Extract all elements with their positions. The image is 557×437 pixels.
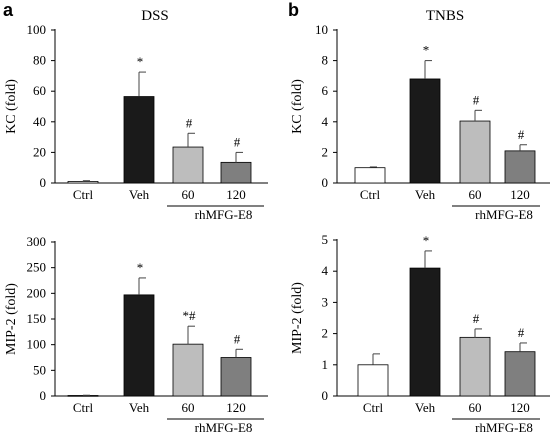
x-tick-label: 60 [469, 187, 482, 202]
chart-tnbs-mip2: 0 1 2 3 4 5 MIP-2 (fold) Ctrl * Veh #60 #120 rhMFG-E… [290, 232, 550, 435]
y-tick-label: 100 [27, 22, 47, 37]
bar-Ctrl [357, 364, 389, 397]
chart-tnbs-kc: TNBS 0 2 4 6 8 10 KC (fold) Ctrl * Veh #60 #120 rhMFG… [290, 8, 550, 222]
group-label: rhMFG-E8 [475, 420, 533, 435]
group-label: rhMFG-E8 [195, 207, 253, 222]
bar-Veh [409, 267, 441, 397]
y-tick-label: 20 [33, 144, 46, 159]
significance-mark: # [518, 127, 525, 142]
x-tick-label: Ctrl [73, 400, 94, 415]
y-tick-label: 5 [322, 232, 329, 247]
x-tick-label: Veh [415, 400, 436, 415]
y-tick-label: 250 [27, 260, 47, 275]
y-axis-label: MIP-2 (fold) [290, 282, 305, 354]
bar-120 [220, 357, 252, 397]
x-tick-label: 120 [226, 187, 246, 202]
bar-120 [504, 351, 536, 397]
significance-mark: *# [183, 308, 197, 323]
y-tick-label: 10 [315, 22, 328, 37]
y-axis-label: MIP-2 (fold) [4, 283, 19, 355]
y-tick-label: 0 [322, 388, 329, 403]
bar-120 [220, 161, 252, 184]
y-tick-label: 40 [33, 114, 46, 129]
y-tick-label: 200 [27, 285, 47, 300]
y-tick-label: 4 [322, 114, 329, 129]
group-label: rhMFG-E8 [195, 420, 253, 435]
x-tick-label: Veh [129, 187, 150, 202]
y-tick-label: 1 [322, 357, 329, 372]
y-tick-label: 60 [33, 83, 46, 98]
y-tick-label: 80 [33, 53, 46, 68]
y-tick-label: 0 [40, 388, 47, 403]
bar-120 [504, 150, 536, 184]
bar-Veh [123, 96, 155, 184]
bar-60 [172, 343, 204, 397]
chart-dss-kc: DSS 0 20 40 60 80 100 KC (fold) Ctrl * Veh #60 #120 r… [4, 8, 268, 222]
significance-mark: # [186, 115, 193, 130]
significance-mark: # [473, 92, 480, 107]
group-label: rhMFG-E8 [475, 207, 533, 222]
x-tick-label: Ctrl [360, 187, 381, 202]
significance-mark: # [234, 134, 241, 149]
x-tick-label: 120 [226, 400, 246, 415]
y-tick-label: 0 [40, 175, 47, 190]
bar-60 [172, 146, 204, 184]
chart-title: TNBS [426, 8, 464, 24]
chart-title: DSS [141, 8, 169, 24]
panel-letter-a: a [3, 0, 14, 20]
y-tick-label: 0 [322, 175, 329, 190]
x-tick-label: Ctrl [73, 187, 94, 202]
significance-mark: * [423, 233, 430, 248]
y-tick-label: 100 [27, 337, 47, 352]
x-tick-label: 120 [510, 187, 530, 202]
x-tick-label: 120 [510, 400, 530, 415]
y-tick-label: 50 [33, 362, 46, 377]
y-tick-label: 150 [27, 311, 47, 326]
y-tick-label: 3 [322, 294, 329, 309]
significance-mark: # [234, 331, 241, 346]
y-axis-label: KC (fold) [4, 79, 19, 134]
y-tick-label: 4 [322, 263, 329, 278]
bar-Ctrl [354, 167, 386, 184]
significance-mark: * [137, 260, 144, 275]
chart-dss-mip2: 0 50 100 150 200 250 300 MIP-2 (fold) Ctrl * Veh *#… [4, 234, 268, 435]
y-tick-label: 8 [322, 53, 329, 68]
bar-60 [459, 336, 491, 397]
x-tick-label: Veh [415, 187, 436, 202]
y-axis-label: KC (fold) [290, 79, 305, 134]
bar-Veh [123, 294, 155, 397]
y-tick-label: 2 [322, 144, 329, 159]
y-tick-label: 2 [322, 326, 329, 341]
y-tick-label: 300 [27, 234, 47, 249]
significance-mark: * [137, 54, 144, 69]
x-tick-label: 60 [182, 187, 195, 202]
panel-letter-b: b [288, 0, 299, 20]
bar-60 [459, 120, 491, 184]
significance-mark: # [518, 325, 525, 340]
bar-Veh [409, 78, 441, 184]
x-tick-label: Ctrl [363, 400, 384, 415]
y-tick-label: 6 [322, 83, 329, 98]
significance-mark: # [473, 311, 480, 326]
x-tick-label: 60 [182, 400, 195, 415]
x-tick-label: Veh [129, 400, 150, 415]
significance-mark: * [423, 43, 430, 58]
x-tick-label: 60 [469, 400, 482, 415]
bar-Ctrl [67, 181, 99, 184]
